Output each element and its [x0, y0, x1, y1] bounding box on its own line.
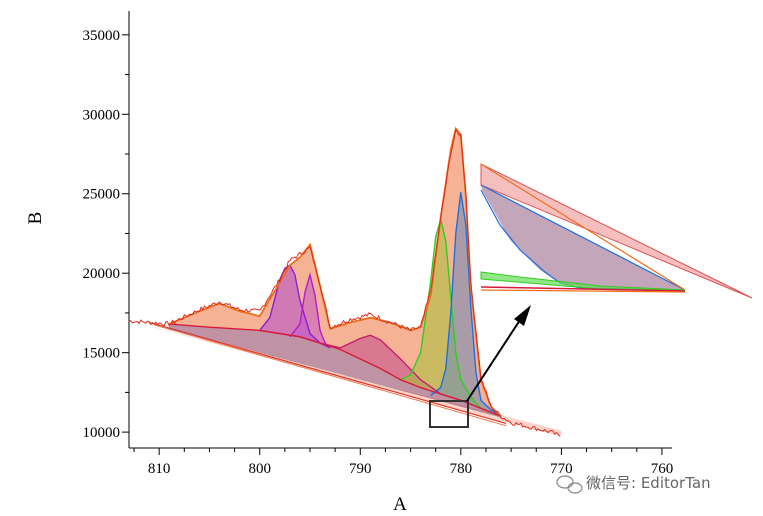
wechat-icon [556, 475, 583, 494]
peak-p5-fill [289, 274, 331, 348]
inset-background-line [480, 286, 686, 292]
inset-envelope-fill [480, 163, 753, 299]
inset-baseline-line [480, 289, 686, 293]
envelope-fill [169, 128, 502, 417]
y-tick-label: 15000 [83, 346, 121, 362]
inset-envelope-line [480, 163, 686, 291]
x-tick-label: 800 [248, 461, 271, 477]
x-tick-label: 780 [450, 461, 473, 477]
axes [128, 11, 672, 449]
x-tick-label: 770 [550, 461, 573, 477]
x-axis-title: A [393, 494, 407, 515]
zoom-arrow [466, 305, 531, 402]
watermark-text: 微信号: EditorTan [586, 474, 711, 492]
inset-peak-p1-line [480, 184, 686, 291]
y-tick-label: 20000 [83, 266, 121, 282]
background-fill [169, 324, 502, 418]
peak-p1-line [430, 192, 502, 417]
baseline-line [148, 321, 507, 424]
zoom-box [429, 400, 469, 428]
peak-p1-fill [430, 192, 502, 417]
watermark: 微信号: EditorTan [556, 474, 711, 494]
main-plot [128, 126, 562, 437]
inset-peak-p2-fill [480, 271, 686, 291]
inset-peak-p1-curve [480, 189, 686, 291]
zoom-inset [480, 163, 753, 299]
y-ticks: 10000 15000 20000 25000 30000 35000 [83, 28, 129, 441]
peak-p5-line [289, 272, 331, 349]
y-tick-label: 30000 [83, 107, 121, 123]
peak-p2-line [400, 219, 502, 417]
y-axis-title: B [25, 212, 46, 225]
y-tick-label: 10000 [83, 425, 121, 441]
y-tick-label: 35000 [83, 28, 121, 44]
raw-data-line [128, 128, 561, 437]
peak-p4-fill [259, 265, 331, 348]
y-tick-label: 25000 [83, 187, 121, 203]
x-ticks: 810 800 790 780 770 760 [133, 448, 674, 477]
x-tick-label: 790 [349, 461, 372, 477]
x-tick-label: 810 [148, 461, 171, 477]
background-line [169, 323, 502, 417]
x-tick-label: 760 [651, 461, 674, 477]
baseline-line [154, 324, 507, 427]
